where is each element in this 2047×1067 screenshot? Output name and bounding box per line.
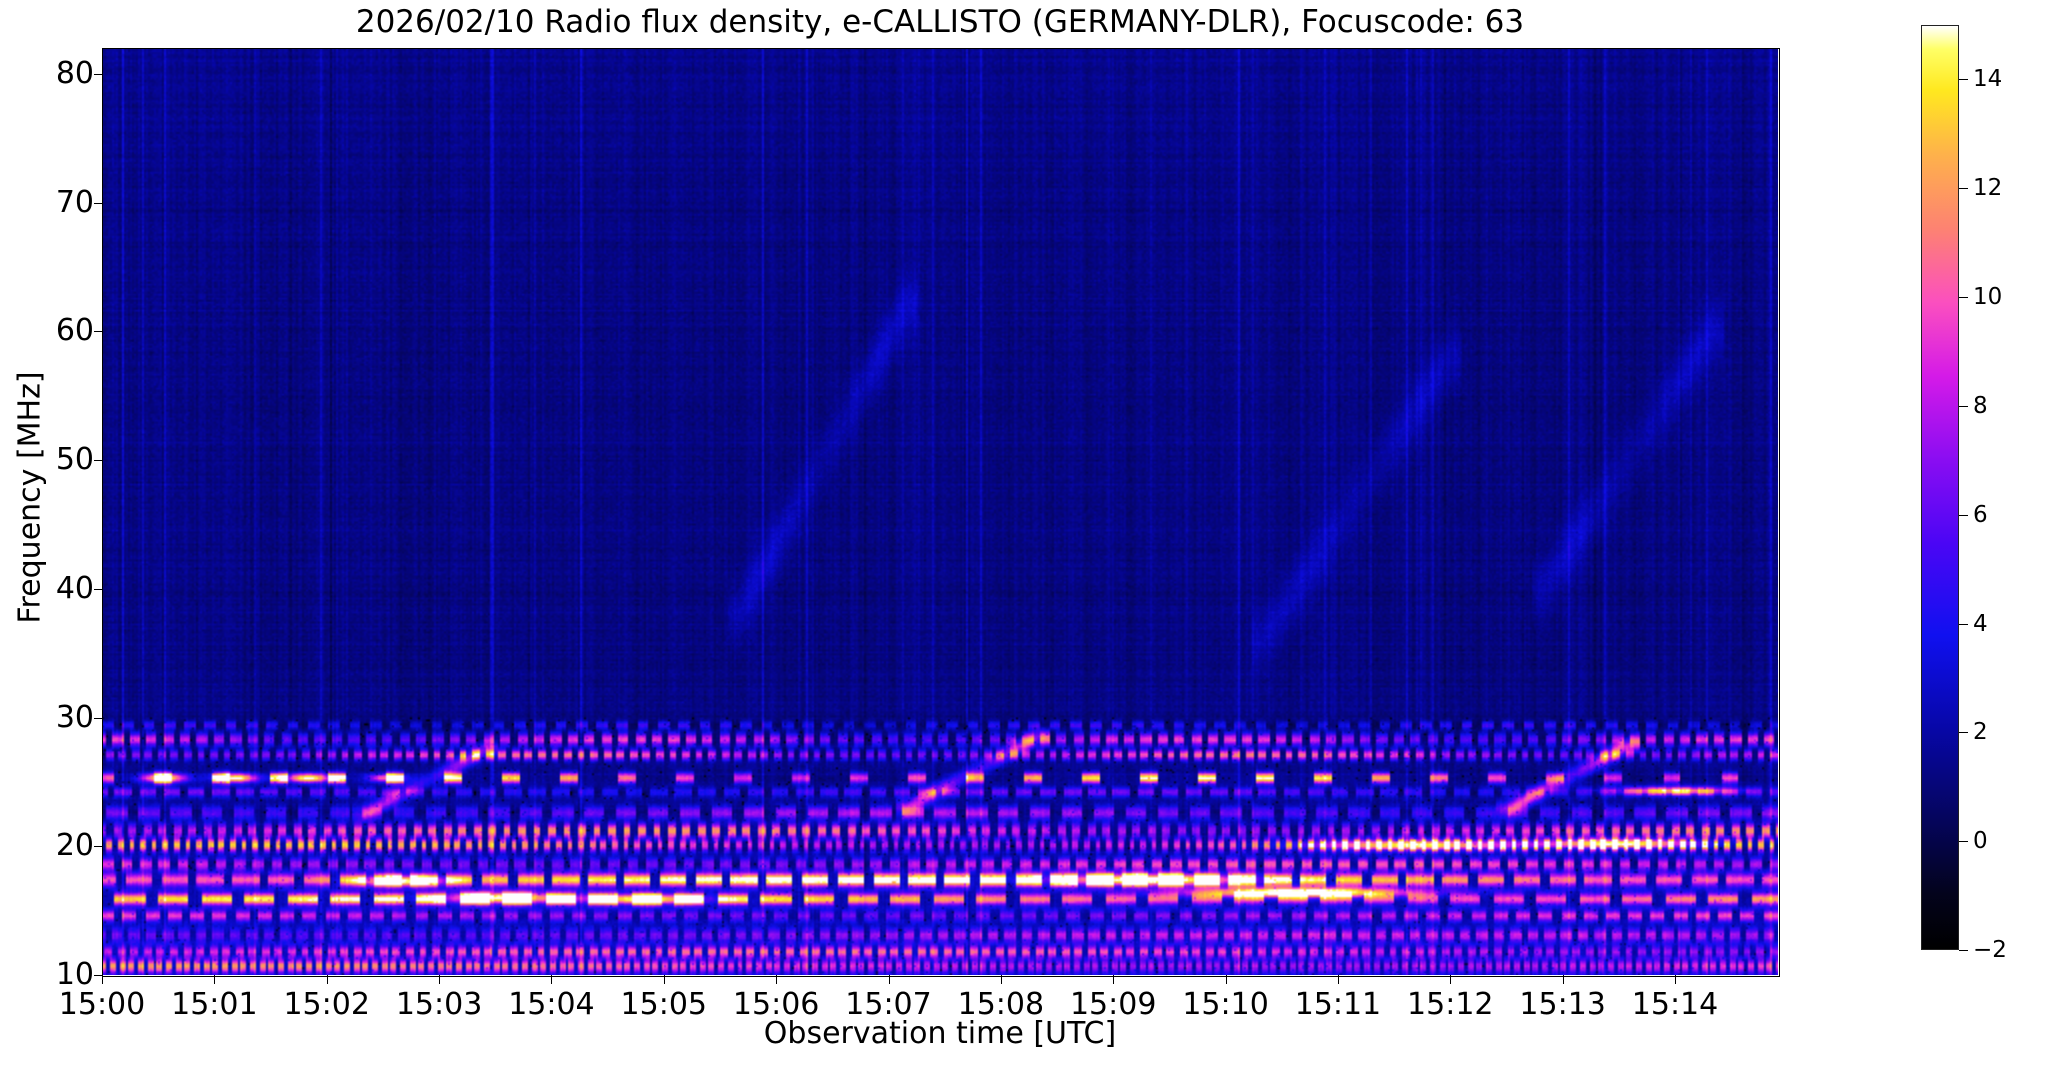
colorbar-tick-mark — [1959, 732, 1968, 734]
spectrogram-plot[interactable] — [102, 48, 1778, 975]
colorbar-tick-mark — [1959, 841, 1968, 843]
colorbar-tick-mark — [1959, 188, 1968, 190]
x-tick-label: 15:06 — [732, 987, 820, 1022]
y-tick-mark — [94, 588, 103, 590]
colorbar-tick-label: 4 — [1973, 610, 1988, 637]
x-tick-mark — [1675, 975, 1676, 984]
colorbar-tick-mark — [1959, 514, 1968, 516]
y-tick-label: 60 — [55, 313, 94, 349]
x-tick-label: 15:01 — [171, 987, 258, 1022]
y-tick-mark — [94, 975, 103, 976]
x-tick-mark — [776, 975, 778, 984]
x-tick-mark — [1562, 975, 1564, 984]
colorbar-tick-mark — [1959, 623, 1968, 625]
x-tick-label: 15:12 — [1407, 987, 1494, 1022]
colorbar-tick-mark — [1959, 79, 1968, 81]
x-tick-label: 15:03 — [395, 987, 483, 1022]
colorbar-tick-mark — [1959, 297, 1968, 299]
colorbar-tick-mark — [1959, 950, 1968, 951]
y-tick-label: 40 — [55, 570, 94, 606]
x-tick-label: 15:07 — [845, 987, 932, 1022]
page-title: 2026/02/10 Radio flux density, e-CALLIST… — [355, 4, 1525, 40]
colorbar-tick-label: 14 — [1973, 66, 2003, 93]
x-tick-label: 15:14 — [1631, 987, 1719, 1022]
x-tick-label: 15:09 — [1069, 987, 1157, 1022]
colorbar-ticks: −2 0 2 4 6 8 10 12 14 — [1959, 25, 2047, 962]
x-tick-label: 15:00 — [58, 987, 146, 1022]
x-tick-label: 15:13 — [1519, 987, 1606, 1022]
x-tick-mark — [1000, 975, 1002, 984]
colorbar-tick-label: 10 — [1973, 284, 2003, 311]
x-tick-label: 15:02 — [283, 987, 370, 1022]
y-tick-mark — [94, 460, 103, 461]
y-tick-mark — [94, 202, 103, 204]
y-tick-label: 70 — [55, 184, 94, 220]
x-tick-mark — [214, 975, 216, 984]
y-tick-label: 80 — [55, 55, 94, 91]
x-tick-mark — [888, 975, 890, 984]
x-tick-label: 15:04 — [508, 987, 595, 1022]
colorbar-gradient — [1921, 25, 1959, 950]
x-tick-mark — [551, 975, 553, 984]
colorbar-tick-label: 2 — [1973, 719, 1988, 746]
x-tick-mark — [1450, 975, 1452, 984]
x-tick-mark — [1225, 975, 1227, 984]
y-tick-label: 50 — [55, 442, 94, 477]
y-tick-label: 10 — [55, 957, 94, 992]
colorbar-tick-label: 0 — [1973, 828, 1988, 855]
y-tick-mark — [94, 73, 103, 75]
colorbar-tick-label: −2 — [1973, 937, 2007, 963]
colorbar-tick-mark — [1959, 405, 1968, 407]
x-tick-mark — [326, 975, 328, 984]
x-tick-mark — [663, 975, 665, 984]
colorbar-tick-label: 12 — [1973, 175, 2003, 202]
x-tick-label: 15:05 — [620, 987, 708, 1022]
x-axis-ticks: 15:00 15:01 15:02 15:03 15:04 15:05 15:06 15:07… — [59, 975, 1778, 1035]
x-tick-label: 15:08 — [957, 987, 1045, 1022]
x-tick-mark — [439, 975, 441, 984]
y-axis-label: Frequency [MHz] — [12, 371, 48, 624]
colorbar-tick-label: 6 — [1973, 501, 1988, 528]
y-tick-label: 20 — [55, 828, 94, 864]
colorbar-tick-label: 8 — [1973, 392, 1988, 419]
y-tick-mark — [94, 331, 103, 333]
y-tick-mark — [94, 846, 103, 848]
spectrogram-image[interactable] — [102, 48, 1778, 975]
y-axis-ticks: 10 20 30 40 50 60 70 80 — [0, 48, 103, 990]
x-axis-label: Observation time [UTC] — [763, 1016, 1117, 1051]
x-tick-label: 15:10 — [1182, 987, 1269, 1022]
x-tick-label: 15:11 — [1294, 987, 1382, 1022]
x-tick-mark — [1337, 975, 1339, 984]
x-tick-mark — [102, 975, 103, 984]
x-tick-mark — [1113, 975, 1115, 984]
y-tick-mark — [94, 717, 103, 719]
colorbar[interactable] — [1921, 25, 1959, 950]
y-tick-label: 30 — [55, 699, 94, 735]
